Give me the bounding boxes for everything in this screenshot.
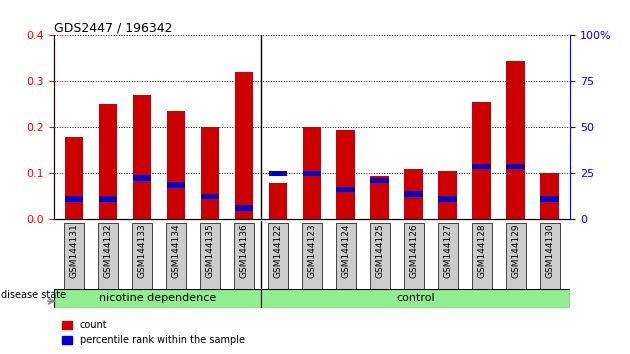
FancyBboxPatch shape: [506, 223, 526, 289]
FancyBboxPatch shape: [132, 223, 152, 289]
FancyBboxPatch shape: [404, 223, 424, 289]
Text: GSM144134: GSM144134: [171, 223, 180, 278]
Text: GSM144125: GSM144125: [375, 223, 384, 278]
Text: GDS2447 / 196342: GDS2447 / 196342: [54, 21, 172, 34]
Text: GSM144130: GSM144130: [545, 223, 554, 278]
Bar: [54, 289, 261, 308]
FancyBboxPatch shape: [540, 223, 560, 289]
Bar: [234, 72, 253, 219]
Text: GSM144127: GSM144127: [444, 223, 452, 278]
Text: GSM144126: GSM144126: [410, 223, 418, 278]
Bar: [234, 205, 253, 211]
Bar: [404, 169, 423, 219]
Legend: count, percentile rank within the sample: count, percentile rank within the sample: [59, 316, 249, 349]
FancyBboxPatch shape: [98, 223, 118, 289]
FancyBboxPatch shape: [200, 223, 220, 289]
Text: disease state: disease state: [1, 290, 66, 300]
Bar: [302, 171, 321, 176]
Bar: [370, 176, 389, 219]
Bar: [65, 137, 83, 219]
Bar: [472, 164, 491, 169]
Text: GSM144123: GSM144123: [307, 223, 316, 278]
Bar: [268, 171, 287, 176]
Bar: [98, 104, 117, 219]
Bar: [132, 175, 151, 181]
Bar: [507, 164, 525, 169]
Text: GSM144133: GSM144133: [137, 223, 146, 278]
Bar: [200, 127, 219, 219]
Bar: [404, 192, 423, 197]
FancyBboxPatch shape: [438, 223, 458, 289]
Text: GSM144124: GSM144124: [341, 223, 350, 278]
Text: GSM144129: GSM144129: [512, 223, 520, 278]
Bar: [370, 178, 389, 183]
Bar: [541, 173, 559, 219]
Text: GSM144128: GSM144128: [478, 223, 486, 278]
FancyBboxPatch shape: [268, 223, 288, 289]
FancyBboxPatch shape: [302, 223, 322, 289]
FancyBboxPatch shape: [370, 223, 390, 289]
FancyBboxPatch shape: [64, 223, 84, 289]
Text: GSM144131: GSM144131: [69, 223, 79, 278]
Text: GSM144122: GSM144122: [273, 223, 282, 278]
Bar: [336, 187, 355, 192]
Bar: [438, 196, 457, 201]
Bar: [268, 183, 287, 219]
Bar: [166, 111, 185, 219]
Bar: [65, 196, 83, 201]
FancyBboxPatch shape: [234, 223, 254, 289]
FancyBboxPatch shape: [472, 223, 492, 289]
FancyBboxPatch shape: [336, 223, 356, 289]
Bar: [166, 182, 185, 188]
Text: nicotine dependence: nicotine dependence: [98, 293, 216, 303]
Bar: [507, 61, 525, 219]
Bar: [472, 102, 491, 219]
Bar: [98, 196, 117, 201]
Bar: [261, 289, 570, 308]
Text: control: control: [396, 293, 435, 303]
FancyBboxPatch shape: [166, 223, 186, 289]
Text: GSM144135: GSM144135: [205, 223, 214, 278]
Text: GSM144136: GSM144136: [239, 223, 248, 278]
Bar: [132, 95, 151, 219]
Bar: [438, 171, 457, 219]
Bar: [302, 127, 321, 219]
Text: GSM144132: GSM144132: [103, 223, 112, 278]
Bar: [200, 194, 219, 199]
Bar: [541, 196, 559, 201]
Bar: [336, 130, 355, 219]
